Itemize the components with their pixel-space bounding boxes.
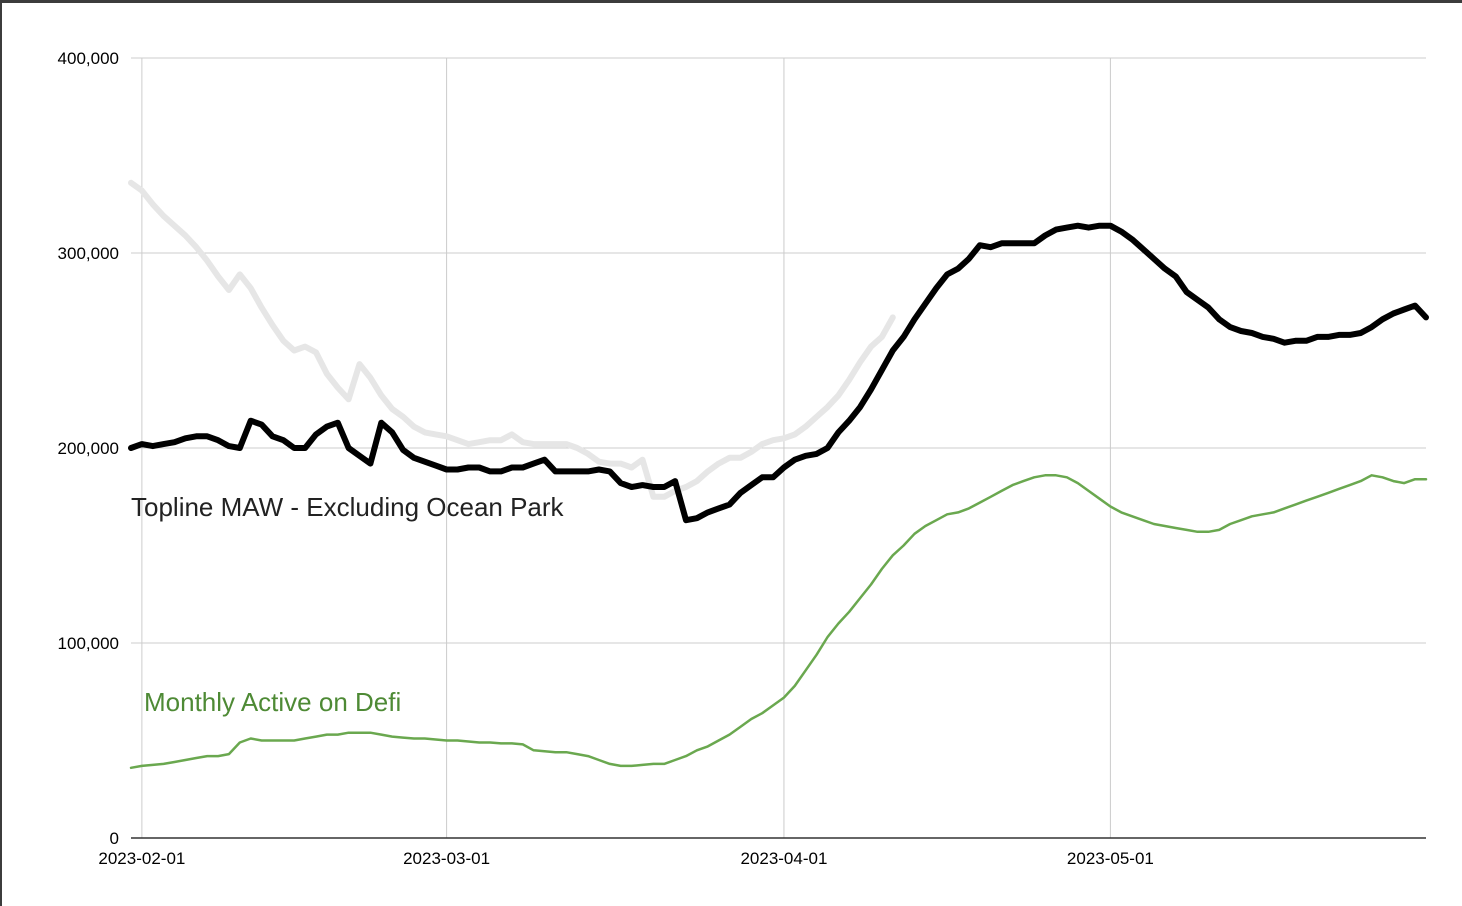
x-tick-label: 2023-05-01 [1067, 849, 1154, 868]
y-tick-label: 0 [110, 829, 119, 848]
x-tick-label: 2023-02-01 [98, 849, 185, 868]
y-tick-label: 200,000 [58, 439, 119, 458]
topline-maw-full-line [128, 179, 896, 500]
axes: 0 100,000 200,000 300,000 400,000 2023-02-01 2… [58, 49, 1426, 868]
series-layer [128, 179, 1429, 770]
y-tick-label: 400,000 [58, 49, 119, 68]
topline-maw-excluding-ocean-park-line [128, 222, 1429, 524]
topline-series-label: Topline MAW - Excluding Ocean Park [131, 492, 565, 522]
x-tick-label: 2023-04-01 [740, 849, 827, 868]
y-tick-label: 100,000 [58, 634, 119, 653]
monthly-active-defi-line [129, 474, 1428, 770]
grid-lines [131, 57, 1426, 838]
x-tick-label: 2023-03-01 [403, 849, 490, 868]
y-tick-label: 300,000 [58, 244, 119, 263]
defi-series-label: Monthly Active on Defi [144, 687, 401, 717]
